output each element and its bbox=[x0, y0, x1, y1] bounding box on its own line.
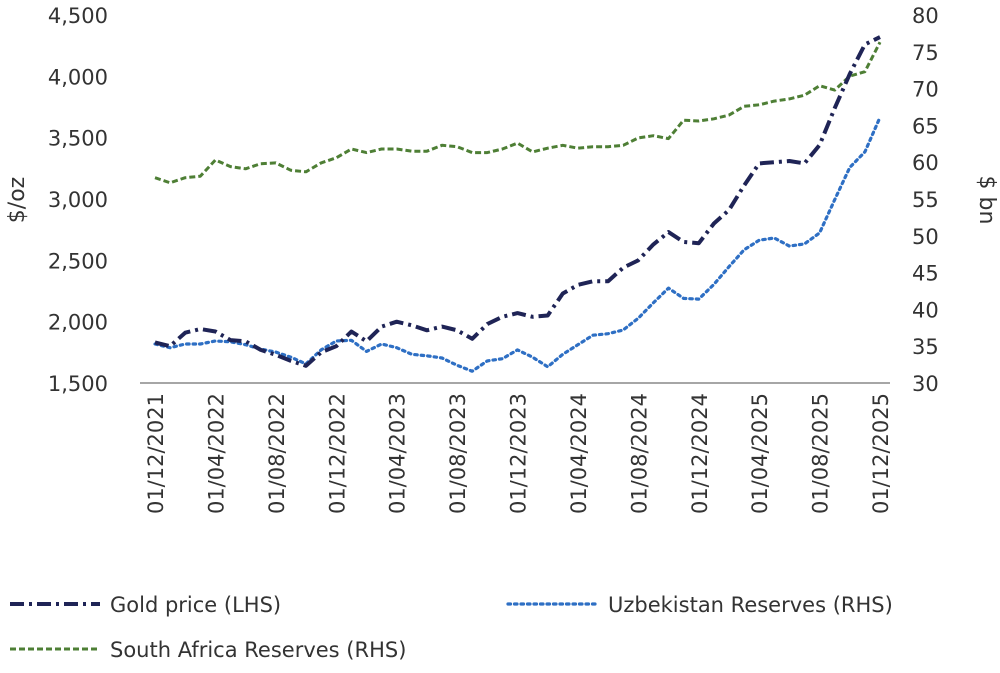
y-left-tick-label: 3,000 bbox=[48, 188, 108, 212]
legend-label: Uzbekistan Reserves (RHS) bbox=[608, 593, 893, 617]
x-axis-ticks: 01/12/2021 01/04/2022 01/08/2022 01/12/2022… bbox=[144, 393, 893, 514]
x-tick-label: 01/08/2024 bbox=[627, 393, 651, 514]
series-lines bbox=[153, 35, 882, 373]
legend-label: South Africa Reserves (RHS) bbox=[110, 638, 406, 662]
x-tick-label: 01/12/2025 bbox=[869, 393, 893, 514]
y-left-tick-label: 4,000 bbox=[48, 65, 108, 89]
y-axis-right-label: $ bn bbox=[974, 176, 999, 225]
y-right-tick-label: 45 bbox=[912, 262, 939, 286]
legend-label: Gold price (LHS) bbox=[110, 593, 281, 617]
series-line-2 bbox=[154, 41, 882, 185]
x-tick-label: 01/04/2024 bbox=[567, 393, 591, 514]
x-tick-label: 01/04/2025 bbox=[748, 393, 772, 514]
y-axis-left-label: $/oz bbox=[5, 177, 30, 223]
x-tick-label: 01/08/2022 bbox=[265, 393, 289, 514]
y-right-tick-label: 60 bbox=[912, 151, 939, 175]
y-axis-left-ticks: 1,500 2,000 2,500 3,000 3,500 4,000 4,500 bbox=[48, 4, 108, 396]
y-left-tick-label: 1,500 bbox=[48, 372, 108, 396]
y-right-tick-label: 70 bbox=[912, 78, 939, 102]
y-right-tick-label: 75 bbox=[912, 41, 939, 65]
y-right-tick-label: 55 bbox=[912, 188, 939, 212]
y-left-tick-label: 2,500 bbox=[48, 249, 108, 273]
x-tick-label: 01/04/2023 bbox=[386, 393, 410, 514]
x-tick-label: 01/12/2022 bbox=[325, 393, 349, 514]
y-right-tick-label: 80 bbox=[912, 4, 939, 28]
y-right-tick-label: 30 bbox=[912, 372, 939, 396]
legend: Gold price (LHS) Uzbekistan Reserves (RHS… bbox=[10, 593, 893, 662]
y-right-tick-label: 40 bbox=[912, 298, 939, 322]
y-right-tick-label: 65 bbox=[912, 114, 939, 138]
y-right-tick-label: 50 bbox=[912, 225, 939, 249]
x-tick-label: 01/04/2022 bbox=[204, 393, 228, 514]
series-line-0 bbox=[154, 35, 881, 368]
y-left-tick-label: 4,500 bbox=[48, 4, 108, 28]
y-axis-right-ticks: 30 35 40 45 50 55 60 65 70 75 80 bbox=[912, 4, 939, 396]
y-right-tick-label: 35 bbox=[912, 335, 939, 359]
series-line-1 bbox=[153, 115, 882, 373]
x-tick-label: 01/08/2025 bbox=[809, 393, 833, 514]
x-tick-label: 01/12/2023 bbox=[507, 393, 531, 514]
y-left-tick-label: 3,500 bbox=[48, 127, 108, 151]
x-tick-label: 01/12/2024 bbox=[688, 393, 712, 514]
x-tick-label: 01/12/2021 bbox=[144, 393, 168, 514]
y-left-tick-label: 2,000 bbox=[48, 311, 108, 335]
x-tick-label: 01/08/2023 bbox=[446, 393, 470, 514]
